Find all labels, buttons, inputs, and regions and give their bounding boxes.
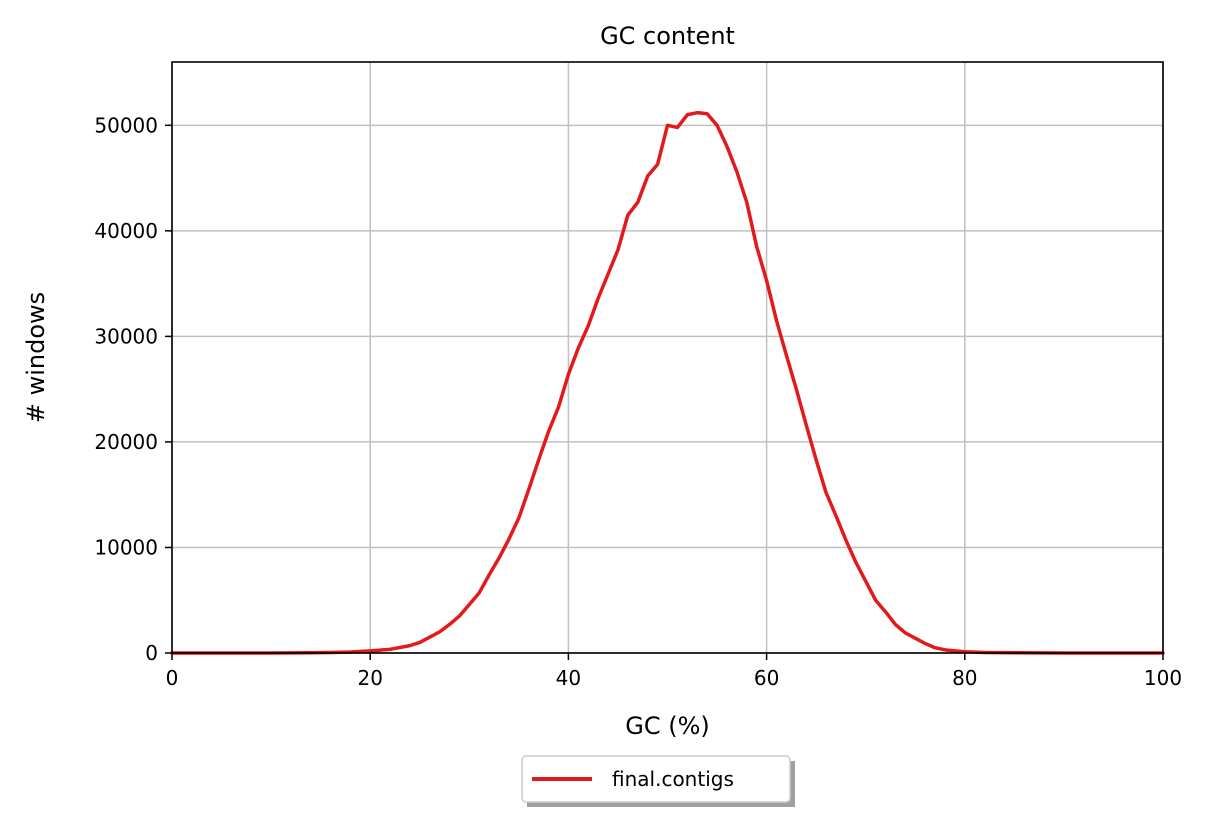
legend-box xyxy=(521,755,791,803)
y-tick-label: 50000 xyxy=(94,113,158,137)
x-axis-title: GC (%) xyxy=(625,712,710,740)
axis-ticks: 0 20 40 60 80 100 0 10000 20000 30000 40000 50000 xyxy=(94,113,1182,690)
x-tick-label: 40 xyxy=(556,666,581,690)
y-tick-label: 10000 xyxy=(94,535,158,559)
y-tick-label: 30000 xyxy=(94,324,158,348)
y-tick-label: 20000 xyxy=(94,430,158,454)
legend-label: final.contigs xyxy=(612,767,734,791)
x-tick-label: 60 xyxy=(754,666,779,690)
legend: final.contigs xyxy=(521,755,795,807)
x-tick-label: 20 xyxy=(357,666,382,690)
y-axis-title: # windows xyxy=(22,292,50,423)
series-lines xyxy=(170,110,1165,655)
chart-title: GC content xyxy=(600,22,735,50)
y-tick-label: 40000 xyxy=(94,219,158,243)
x-tick-label: 80 xyxy=(952,666,977,690)
x-tick-label: 0 xyxy=(166,666,179,690)
x-tick-label: 100 xyxy=(1144,666,1182,690)
y-tick-label: 0 xyxy=(145,641,158,665)
plot-frame xyxy=(171,61,1164,654)
series-line-0 xyxy=(170,110,1165,655)
